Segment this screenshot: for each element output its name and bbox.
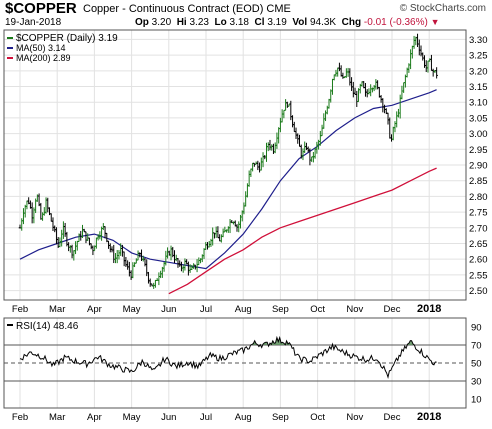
price-y-tick-label: 3.00 <box>469 129 488 140</box>
close-label: Cl <box>254 17 265 28</box>
ma50-layer <box>19 89 437 270</box>
rsi-y-tick-label: 90 <box>471 323 482 334</box>
low-label: Lo <box>214 17 227 28</box>
high-label: Hi <box>176 17 187 28</box>
price-x-tick-label: May <box>123 304 141 315</box>
price-y-tick-label: 2.50 <box>469 286 488 297</box>
legend-ma50-label: MA(50) 3.14 <box>16 43 66 53</box>
ma200-line <box>168 167 437 295</box>
price-y-tick-label: 2.90 <box>469 161 488 172</box>
ohlc-readout: Op 3.20 Hi 3.23 Lo 3.18 Cl 3.19 Vol 94.3… <box>135 17 440 28</box>
rsi-x-tick-label: Sep <box>272 412 289 423</box>
rsi-x-tick-label: Oct <box>310 412 325 423</box>
price-y-axis: 3.30 3.25 3.20 3.15 3.10 3.05 3.00 2.95 2.90 2.85… <box>469 35 488 297</box>
ma50-line <box>19 89 437 270</box>
rsi-grid <box>4 318 466 408</box>
rsi-x-tick-label: Nov <box>346 412 363 423</box>
legend-rsi-label: RSI(14) 48.46 <box>16 321 79 332</box>
rsi-line <box>19 335 437 379</box>
change-label: Chg <box>341 17 362 28</box>
rsi-y-tick-label: 50 <box>471 359 482 370</box>
rsi-y-tick-label: 70 <box>471 341 482 352</box>
price-y-tick-label: 3.10 <box>469 98 488 109</box>
rsi-y-tick-label: 10 <box>471 395 482 406</box>
open-label: Op <box>135 17 149 28</box>
rsi-x-tick-label: Dec <box>384 412 401 423</box>
price-x-tick-label: 2018 <box>417 303 441 315</box>
date: 19-Jan-2018 <box>5 17 62 28</box>
rsi-x-tick-label: Jun <box>161 412 176 423</box>
price-y-tick-label: 2.95 <box>469 145 488 156</box>
price-panel-frame <box>3 29 467 301</box>
rsi-x-tick-label: Apr <box>87 412 102 423</box>
rsi-y-tick-label: 30 <box>471 377 482 388</box>
rsi-y-axis: 90 70 50 30 10 <box>471 323 482 406</box>
price-y-tick-label: 3.15 <box>469 82 488 93</box>
price-x-tick-label: Feb <box>12 304 28 315</box>
legend-price-label: $COPPER (Daily) 3.19 <box>16 33 118 44</box>
legend-ma200-label: MA(200) 2.89 <box>16 53 71 63</box>
price-x-tick-label: Aug <box>235 304 252 315</box>
change-value: -0.01 (-0.36%) <box>363 17 428 28</box>
open-value: 3.20 <box>151 17 172 28</box>
price-bars <box>18 33 438 289</box>
rsi-x-tick-label: Mar <box>49 412 65 423</box>
price-x-tick-label: Mar <box>49 304 65 315</box>
price-grid <box>4 30 466 300</box>
price-y-tick-label: 2.55 <box>469 270 488 281</box>
price-y-tick-label: 2.70 <box>469 223 488 234</box>
price-x-tick-label: Nov <box>346 304 363 315</box>
rsi-line-layer <box>19 335 437 379</box>
rsi-legend: RSI(14) 48.46 <box>7 321 79 332</box>
down-triangle-icon: ▼ <box>430 17 440 27</box>
rsi-overbought-area <box>263 342 268 345</box>
price-x-tick-label: Sep <box>272 304 289 315</box>
price-legend: $COPPER (Daily) 3.19 MA(50) 3.14 MA(200)… <box>7 33 118 63</box>
high-value: 3.23 <box>189 17 209 28</box>
description: Copper - Continuous Contract (EOD) CME <box>83 3 291 15</box>
price-x-tick-label: Dec <box>384 304 401 315</box>
price-y-tick-label: 2.85 <box>469 176 488 187</box>
rsi-x-tick-label: Feb <box>12 412 28 423</box>
ma200-layer <box>168 167 437 295</box>
price-y-tick-label: 3.30 <box>469 35 488 46</box>
exchange: CME <box>266 3 291 15</box>
price-y-tick-label: 3.05 <box>469 113 488 124</box>
price-y-tick-label: 3.20 <box>469 66 488 77</box>
volume-label: Vol <box>292 17 308 28</box>
price-y-tick-label: 2.60 <box>469 255 488 266</box>
price-y-tick-label: 3.25 <box>469 51 488 62</box>
volume-value: 94.3K <box>309 17 337 28</box>
price-x-axis: Feb Mar Apr May Jun Jul Aug Sep Oct Nov Dec 2018 <box>12 303 442 315</box>
low-value: 3.18 <box>229 17 249 28</box>
rsi-panel-frame <box>3 317 467 409</box>
description-text: Copper - Continuous Contract (EOD) <box>83 3 264 15</box>
copyright: © StockCharts.com <box>399 3 486 14</box>
price-y-tick-label: 2.75 <box>469 208 488 219</box>
close-value: 3.19 <box>267 17 287 28</box>
rsi-x-tick-label: May <box>123 412 141 423</box>
price-y-tick-label: 2.65 <box>469 239 488 250</box>
price-x-tick-label: Jun <box>161 304 176 315</box>
rsi-x-tick-label: 2018 <box>417 411 441 423</box>
price-x-tick-label: Oct <box>310 304 325 315</box>
price-y-tick-label: 2.80 <box>469 192 488 203</box>
rsi-x-tick-label: Aug <box>235 412 252 423</box>
rsi-x-axis: Feb Mar Apr May Jun Jul Aug Sep Oct Nov Dec 2018 <box>12 411 442 423</box>
symbol: $COPPER <box>5 0 77 17</box>
rsi-x-tick-label: Jul <box>200 412 212 423</box>
price-x-tick-label: Apr <box>87 304 102 315</box>
price-x-tick-label: Jul <box>200 304 212 315</box>
